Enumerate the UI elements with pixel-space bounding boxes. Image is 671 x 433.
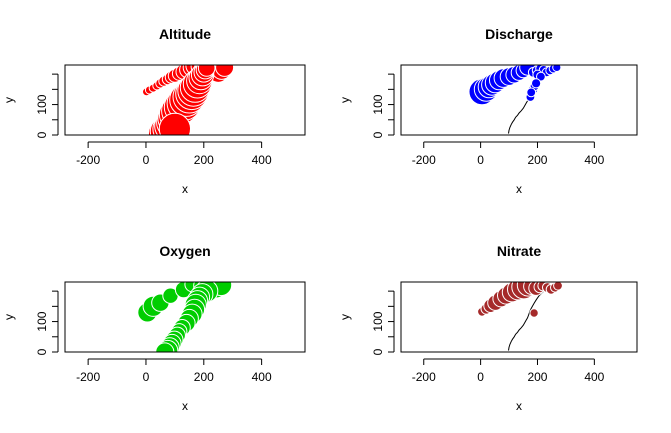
x-tick-label: 200 [527,153,547,167]
data-point [531,78,542,89]
panel-3: Nitrate -200 0 200 400 0 100 x y [338,243,638,413]
plot-frame [64,281,306,353]
x-tick-label: 200 [527,370,547,384]
x-tick-label: -200 [76,153,100,167]
panel-2: Oxygen -200 0 200 400 0 100 x y [2,243,306,413]
plot-area [468,65,562,134]
panel-title: Nitrate [497,243,542,259]
x-tick-label: 200 [194,153,214,167]
panel-title: Altitude [159,26,211,42]
panel-0: Altitude -200 0 200 400 0 100 x y [2,26,306,196]
x-tick-label: -200 [412,153,436,167]
y-axis-label: y [338,314,352,320]
data-point [197,65,216,77]
x-tick-label: 0 [477,370,484,384]
x-tick-label: 0 [143,370,150,384]
y-tick-label: 100 [371,311,385,331]
y-tick-label: 100 [35,311,49,331]
x-tick-label: 200 [194,370,214,384]
panel-title: Oxygen [159,243,210,259]
y-axis-label: y [2,97,16,103]
x-tick-label: 400 [584,370,604,384]
y-tick-label: 100 [35,94,49,114]
y-tick-label: 0 [371,348,385,355]
plot-area [142,65,235,135]
plot-frame [400,64,638,136]
x-axis-label: x [516,399,522,413]
x-tick-label: -200 [76,370,100,384]
data-point [529,308,539,318]
y-tick-label: 0 [371,131,385,138]
plot-area [137,282,233,352]
data-point [536,71,546,82]
panel-title: Discharge [485,26,553,42]
y-axis-label: y [338,97,352,103]
data-point [526,87,537,98]
x-tick-label: 0 [143,153,150,167]
y-tick-label: 100 [371,94,385,114]
x-tick-label: 400 [584,153,604,167]
y-tick-label: 0 [35,348,49,355]
x-tick-label: 400 [252,153,272,167]
plot-frame [64,64,306,136]
x-axis-label: x [182,399,188,413]
x-axis-label: x [182,182,188,196]
data-point [215,65,235,77]
data-point [552,65,562,72]
plot-frame [400,281,638,353]
plot-area [477,282,563,351]
data-point [553,282,563,291]
x-tick-label: 400 [252,370,272,384]
y-tick-label: 0 [35,131,49,138]
panel-1: Discharge -200 0 200 400 0 100 x y [338,26,638,196]
y-axis-label: y [2,314,16,320]
data-point [158,112,191,135]
x-tick-label: -200 [412,370,436,384]
x-axis-label: x [516,182,522,196]
x-tick-label: 0 [477,153,484,167]
